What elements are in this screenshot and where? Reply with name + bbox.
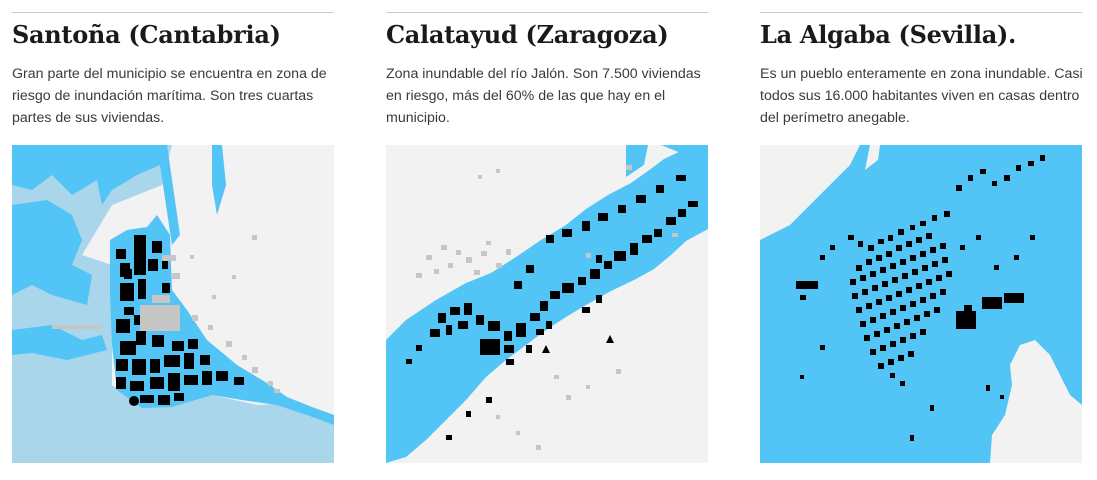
buildings-at-risk [116,235,244,406]
map-description: Es un pueblo enteramente en zona inundab… [760,66,1083,126]
buildings-other [52,235,280,393]
flood-zone-area [12,200,92,305]
map-description: Gran parte del municipio se encuentra en… [12,66,327,126]
flood-zone-area [12,145,167,205]
sea-area [12,145,334,463]
flood-zone-area [661,145,708,153]
map-title: La Algaba (Sevilla). [760,20,1017,49]
map-title: Santoña (Cantabria) [12,20,281,49]
flood-map-la-algaba [760,145,1082,463]
flood-zone-area [157,145,180,245]
top-rule [386,12,708,13]
buildings-at-risk [796,155,1045,441]
top-rule [12,12,334,13]
map-card-calatayud: Calatayud (Zaragoza) Zona inundable del … [386,0,708,480]
map-title: Calatayud (Zaragoza) [386,20,669,49]
map-graphic [760,145,1082,463]
top-rule [760,12,1082,13]
land-area [865,145,880,170]
flood-zone-area [12,325,107,360]
flood-zone-area [212,145,226,215]
buildings-at-risk [406,175,698,440]
map-description: Zona inundable del río Jalón. Son 7.500 … [386,66,701,126]
map-card-la-algaba: La Algaba (Sevilla). Es un pueblo entera… [760,0,1083,480]
map-graphic [386,145,708,463]
map-card-santona: Santoña (Cantabria) Gran parte del munic… [12,0,334,480]
flood-map-calatayud [386,145,708,463]
land-area [990,340,1082,463]
buildings-other [416,165,678,450]
map-graphic [12,145,334,463]
land-area [760,145,860,240]
flood-map-santona [12,145,334,463]
